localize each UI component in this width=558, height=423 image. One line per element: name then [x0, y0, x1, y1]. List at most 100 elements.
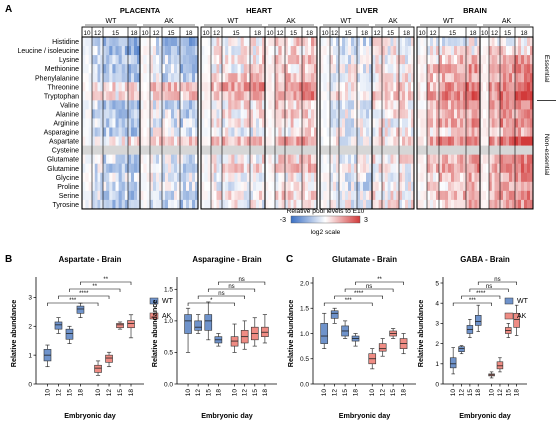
heatmap-cell — [159, 55, 163, 65]
heatmap-cell — [128, 37, 132, 47]
heatmap-cell — [156, 127, 160, 137]
heatmap-cell — [177, 73, 181, 83]
heatmap-cell — [430, 154, 434, 164]
heatmap-cell — [439, 118, 443, 128]
heatmap-cell — [195, 37, 199, 47]
heatmap-cell — [211, 109, 215, 119]
heatmap-cell — [512, 163, 516, 174]
heatmap-cell — [411, 37, 415, 47]
heatmap-cell — [156, 100, 160, 110]
heatmap-cell — [460, 145, 464, 155]
heatmap-cell — [186, 199, 190, 210]
heatmap-cell — [430, 46, 434, 56]
heatmap-cell — [109, 82, 113, 92]
heatmap-cell — [234, 37, 238, 47]
heatmap-cell — [94, 163, 98, 174]
heatmap-cell — [369, 73, 373, 83]
heatmap-cell — [305, 64, 309, 74]
heatmap-cell — [468, 55, 472, 65]
heatmap-cell — [427, 91, 431, 101]
heatmap-row-label: Lysine — [59, 57, 79, 64]
heatmap-cell — [339, 46, 343, 56]
box — [204, 314, 213, 331]
heatmap-cell — [211, 73, 215, 83]
heatmap-cell — [411, 190, 415, 201]
heatmap-cell — [506, 109, 510, 119]
heatmap-cell — [506, 118, 510, 128]
x-tick-label: 10 — [489, 389, 496, 397]
heatmap-cell — [118, 145, 123, 155]
genotype-label: AK — [164, 18, 174, 25]
heatmap-cell — [222, 181, 226, 192]
heatmap-cell — [299, 109, 303, 119]
heatmap-cell — [183, 73, 187, 83]
heatmap-cell — [399, 127, 403, 137]
heatmap-cell — [146, 199, 151, 210]
heatmap-cell — [115, 55, 119, 65]
heatmap-cell — [118, 199, 123, 210]
heatmap-cell — [351, 154, 355, 164]
heatmap-cell — [530, 55, 534, 65]
heatmap-cell — [420, 46, 424, 56]
heatmap-cell — [246, 118, 251, 128]
heatmap-cell — [503, 91, 507, 101]
heatmap-cell — [124, 136, 129, 146]
heatmap-cell — [390, 37, 394, 47]
heatmap-cell — [204, 181, 208, 192]
heatmap-cell — [342, 172, 346, 183]
heatmap-cell — [265, 154, 269, 164]
heatmap-cell — [183, 154, 187, 164]
heatmap-cell — [256, 136, 260, 146]
heatmap-cell — [442, 118, 446, 128]
heatmap-cell — [250, 118, 254, 128]
heatmap-row-label: Cysteine — [52, 148, 79, 155]
heatmap-cell — [250, 46, 254, 56]
heatmap-cell — [360, 100, 364, 110]
heatmap-cell — [82, 199, 86, 210]
heatmap-cell — [265, 109, 269, 119]
heatmap-cell — [275, 100, 279, 110]
heatmap-cell — [143, 127, 147, 137]
heatmap-cell — [128, 181, 132, 192]
heatmap-cell — [162, 145, 166, 155]
heatmap-cell — [156, 154, 160, 164]
heatmap-cell — [436, 199, 440, 210]
heatmap-cell — [518, 190, 522, 201]
heatmap-cell — [457, 109, 461, 119]
heatmap-cell — [106, 145, 110, 155]
heatmap-cell — [497, 55, 501, 65]
heatmap-cell — [366, 118, 370, 128]
heatmap-cell — [372, 64, 376, 74]
heatmap-cell — [518, 199, 522, 210]
heatmap-cell — [420, 118, 424, 128]
heatmap-cell — [85, 127, 89, 137]
heatmap-cell — [150, 172, 154, 183]
heatmap-cell — [88, 46, 93, 56]
heatmap-cell — [314, 37, 318, 47]
heatmap-cell — [275, 136, 279, 146]
legend-swatch — [149, 312, 159, 320]
day-header-label: 12 — [331, 30, 339, 37]
heatmap-cell — [348, 109, 352, 119]
heatmap-cell — [128, 73, 132, 83]
heatmap-cell — [262, 181, 266, 192]
heatmap-cell — [477, 163, 481, 174]
heatmap-cell — [153, 136, 157, 146]
heatmap-cell — [177, 181, 181, 192]
heatmap-cell — [463, 73, 467, 83]
heatmap-cell — [442, 109, 446, 119]
heatmap-cell — [243, 172, 248, 183]
heatmap-cell — [278, 127, 282, 137]
heatmap-cell — [183, 91, 187, 101]
heatmap-cell — [156, 109, 160, 119]
heatmap-cell — [451, 100, 455, 110]
heatmap-cell — [211, 154, 215, 164]
heatmap-cell — [92, 73, 96, 83]
heatmap-cell — [162, 163, 166, 174]
genotype-label: WT — [341, 18, 353, 25]
y-tick-label: 2.0 — [300, 280, 309, 287]
heatmap-cell — [320, 37, 324, 47]
heatmap-cell — [330, 46, 334, 56]
heatmap-cell — [348, 100, 352, 110]
heatmap-cell — [225, 172, 229, 183]
